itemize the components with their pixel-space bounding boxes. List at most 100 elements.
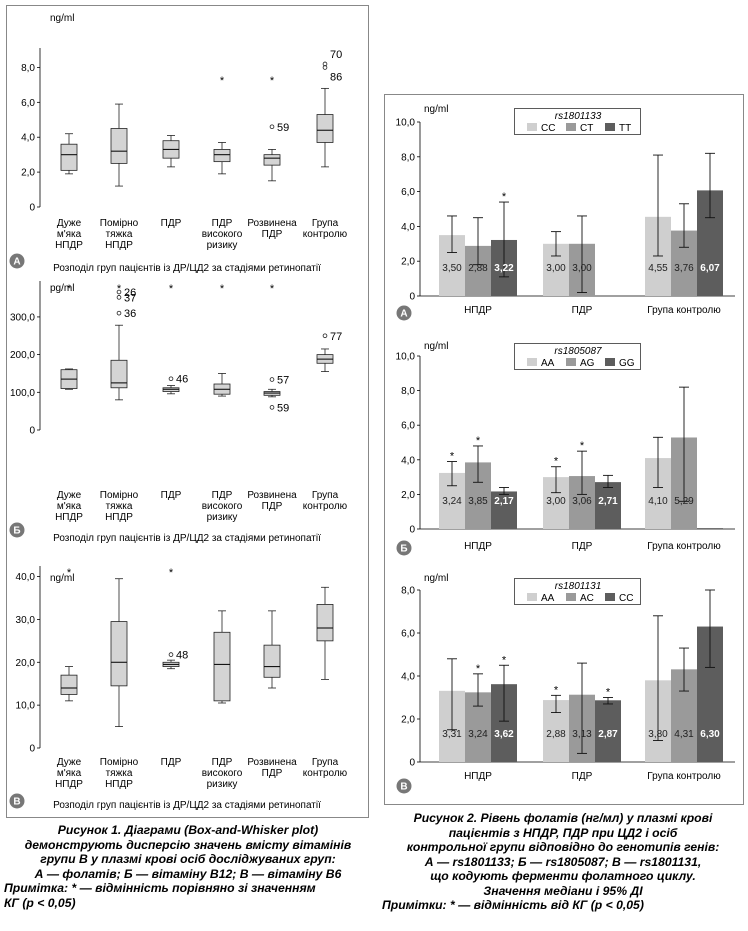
- outlier-point: [168, 376, 174, 382]
- figure-2-caption-line: контрольної групи відповідно до генотипі…: [406, 840, 720, 854]
- outlier-point: [168, 652, 174, 657]
- group-label: тяжка: [106, 768, 133, 779]
- group-label: високого: [202, 229, 243, 240]
- box-iqr: [213, 631, 231, 702]
- outlier-point: [269, 405, 275, 410]
- x-axis-title: Розподіл груп пацієнтів із ДР/ЦД2 за ста…: [53, 263, 321, 274]
- legend-swatch: [605, 593, 615, 601]
- group-label: ПДР: [212, 218, 233, 229]
- significance-star: *: [220, 75, 225, 87]
- y-tick-label: 8,0: [401, 586, 415, 597]
- panel-letter-badge: [9, 522, 25, 538]
- group-label: тяжка: [106, 501, 133, 512]
- outlier-label: 57: [277, 374, 289, 386]
- bar-value-label: 2,88: [546, 729, 566, 740]
- outlier-point: [322, 333, 328, 339]
- group-label: ПДР: [262, 768, 283, 779]
- figure-1-caption-note: Примітка: * — відмінність порівняно зі з…: [4, 881, 316, 895]
- group-label: Розвинена: [247, 490, 297, 501]
- y-tick-label: 6,0: [21, 98, 35, 109]
- group-label: ПДР: [161, 218, 182, 229]
- group-label: Розвинена: [247, 757, 297, 768]
- y-tick-label: 6,0: [401, 187, 415, 198]
- significance-star: *: [554, 456, 559, 468]
- group-label: НПДР: [464, 771, 492, 782]
- group-label: Розвинена: [247, 218, 297, 229]
- legend-box: [514, 578, 641, 605]
- y-axis-unit: ng/ml: [50, 13, 74, 24]
- bar-value-label: 2,88: [468, 263, 488, 274]
- group-label: ПДР: [161, 757, 182, 768]
- group-label: ризику: [207, 240, 238, 251]
- box-iqr: [110, 621, 128, 687]
- panel-letter: В: [400, 782, 407, 793]
- legend-swatch: [527, 123, 537, 131]
- figure-1-caption-note: КГ (р < 0,05): [4, 895, 76, 910]
- significance-star: *: [67, 283, 72, 295]
- figure-2-caption-note: Примітки: * — відмінність від КГ (р < 0,…: [382, 898, 644, 912]
- bar-value-label: 3,24: [468, 729, 488, 740]
- group-label: ПДР: [212, 757, 233, 768]
- group-label: Група: [312, 757, 339, 768]
- significance-star: *: [580, 440, 585, 452]
- outlier-label: 59: [277, 402, 289, 414]
- y-tick-label: 20,0: [16, 658, 36, 669]
- box-iqr: [110, 128, 128, 164]
- bar-value-label: 3,06: [572, 496, 592, 507]
- figure-1-frame: [6, 5, 369, 818]
- bar-gg: [595, 482, 621, 529]
- significance-star: *: [450, 451, 455, 463]
- legend-title: rs1801133: [555, 111, 602, 122]
- outlier-label: 37: [124, 292, 136, 304]
- bar-value-label: 3,00: [546, 263, 566, 274]
- bar-value-label: 4,55: [648, 263, 668, 274]
- figure-1-caption: Рисунок 1. Діаграми (Box-and-Whisker plo…: [4, 823, 372, 910]
- bar-gg: [697, 528, 723, 529]
- y-axis-unit: ng/ml: [424, 104, 448, 115]
- significance-star: *: [476, 435, 481, 447]
- group-label: високого: [202, 501, 243, 512]
- outlier-point: [269, 124, 275, 130]
- y-axis-unit: ng/ml: [424, 573, 448, 584]
- y-tick-label: 0: [29, 744, 35, 755]
- group-label: НПДР: [55, 240, 83, 251]
- figure-1-caption-line: А — фолатів; Б — вітаміну В12; В — вітам…: [34, 866, 342, 881]
- bar-value-label: 3,76: [674, 263, 694, 274]
- bar-value-label: 3,80: [648, 729, 668, 740]
- significance-star: *: [606, 687, 611, 699]
- legend-item: AA: [541, 593, 555, 604]
- y-tick-label: 8,0: [21, 63, 35, 74]
- group-label: ПДР: [572, 305, 593, 316]
- outlier-point: [116, 310, 122, 316]
- group-label: м'яка: [57, 768, 82, 779]
- significance-star: *: [270, 283, 275, 295]
- outlier-label: 48: [176, 650, 188, 662]
- group-label: ризику: [207, 779, 238, 790]
- group-label: НПДР: [105, 240, 133, 251]
- bar-value-label: 2,71: [598, 496, 618, 507]
- bar-value-label: 3,85: [468, 496, 488, 507]
- legend-swatch: [566, 123, 576, 131]
- legend-item: AC: [580, 593, 594, 604]
- significance-star: *: [554, 684, 559, 696]
- y-tick-label: 6,0: [401, 421, 415, 432]
- panel-letter: A: [400, 309, 407, 320]
- box-iqr: [60, 674, 78, 695]
- y-tick-label: 8,0: [401, 152, 415, 163]
- box-iqr: [263, 644, 281, 678]
- bar-value-label: 3,24: [442, 496, 462, 507]
- outlier-label: 59: [277, 122, 289, 134]
- y-tick-label: 4,0: [401, 672, 415, 683]
- panel-letter: В: [13, 797, 20, 808]
- figure-2-caption-line: А — rs1801133; Б — rs1805087; В — rs1801…: [424, 854, 702, 869]
- figure-2-caption-line: Рисунок 2. Рівень фолатів (нг/мл) у плаз…: [413, 811, 713, 825]
- legend-swatch: [566, 593, 576, 601]
- x-axis-title: Розподіл груп пацієнтів із ДР/ЦД2 за ста…: [53, 800, 321, 811]
- bar-value-label: 3,00: [572, 263, 592, 274]
- legend-title: rs1805087: [554, 346, 602, 357]
- significance-star: *: [117, 283, 122, 295]
- group-label: НПДР: [55, 512, 83, 523]
- figure-1-caption-line: групи В у плазмі крові осіб досліджувани…: [40, 852, 336, 866]
- group-label: Група контролю: [647, 771, 721, 782]
- y-tick-label: 6,0: [401, 629, 415, 640]
